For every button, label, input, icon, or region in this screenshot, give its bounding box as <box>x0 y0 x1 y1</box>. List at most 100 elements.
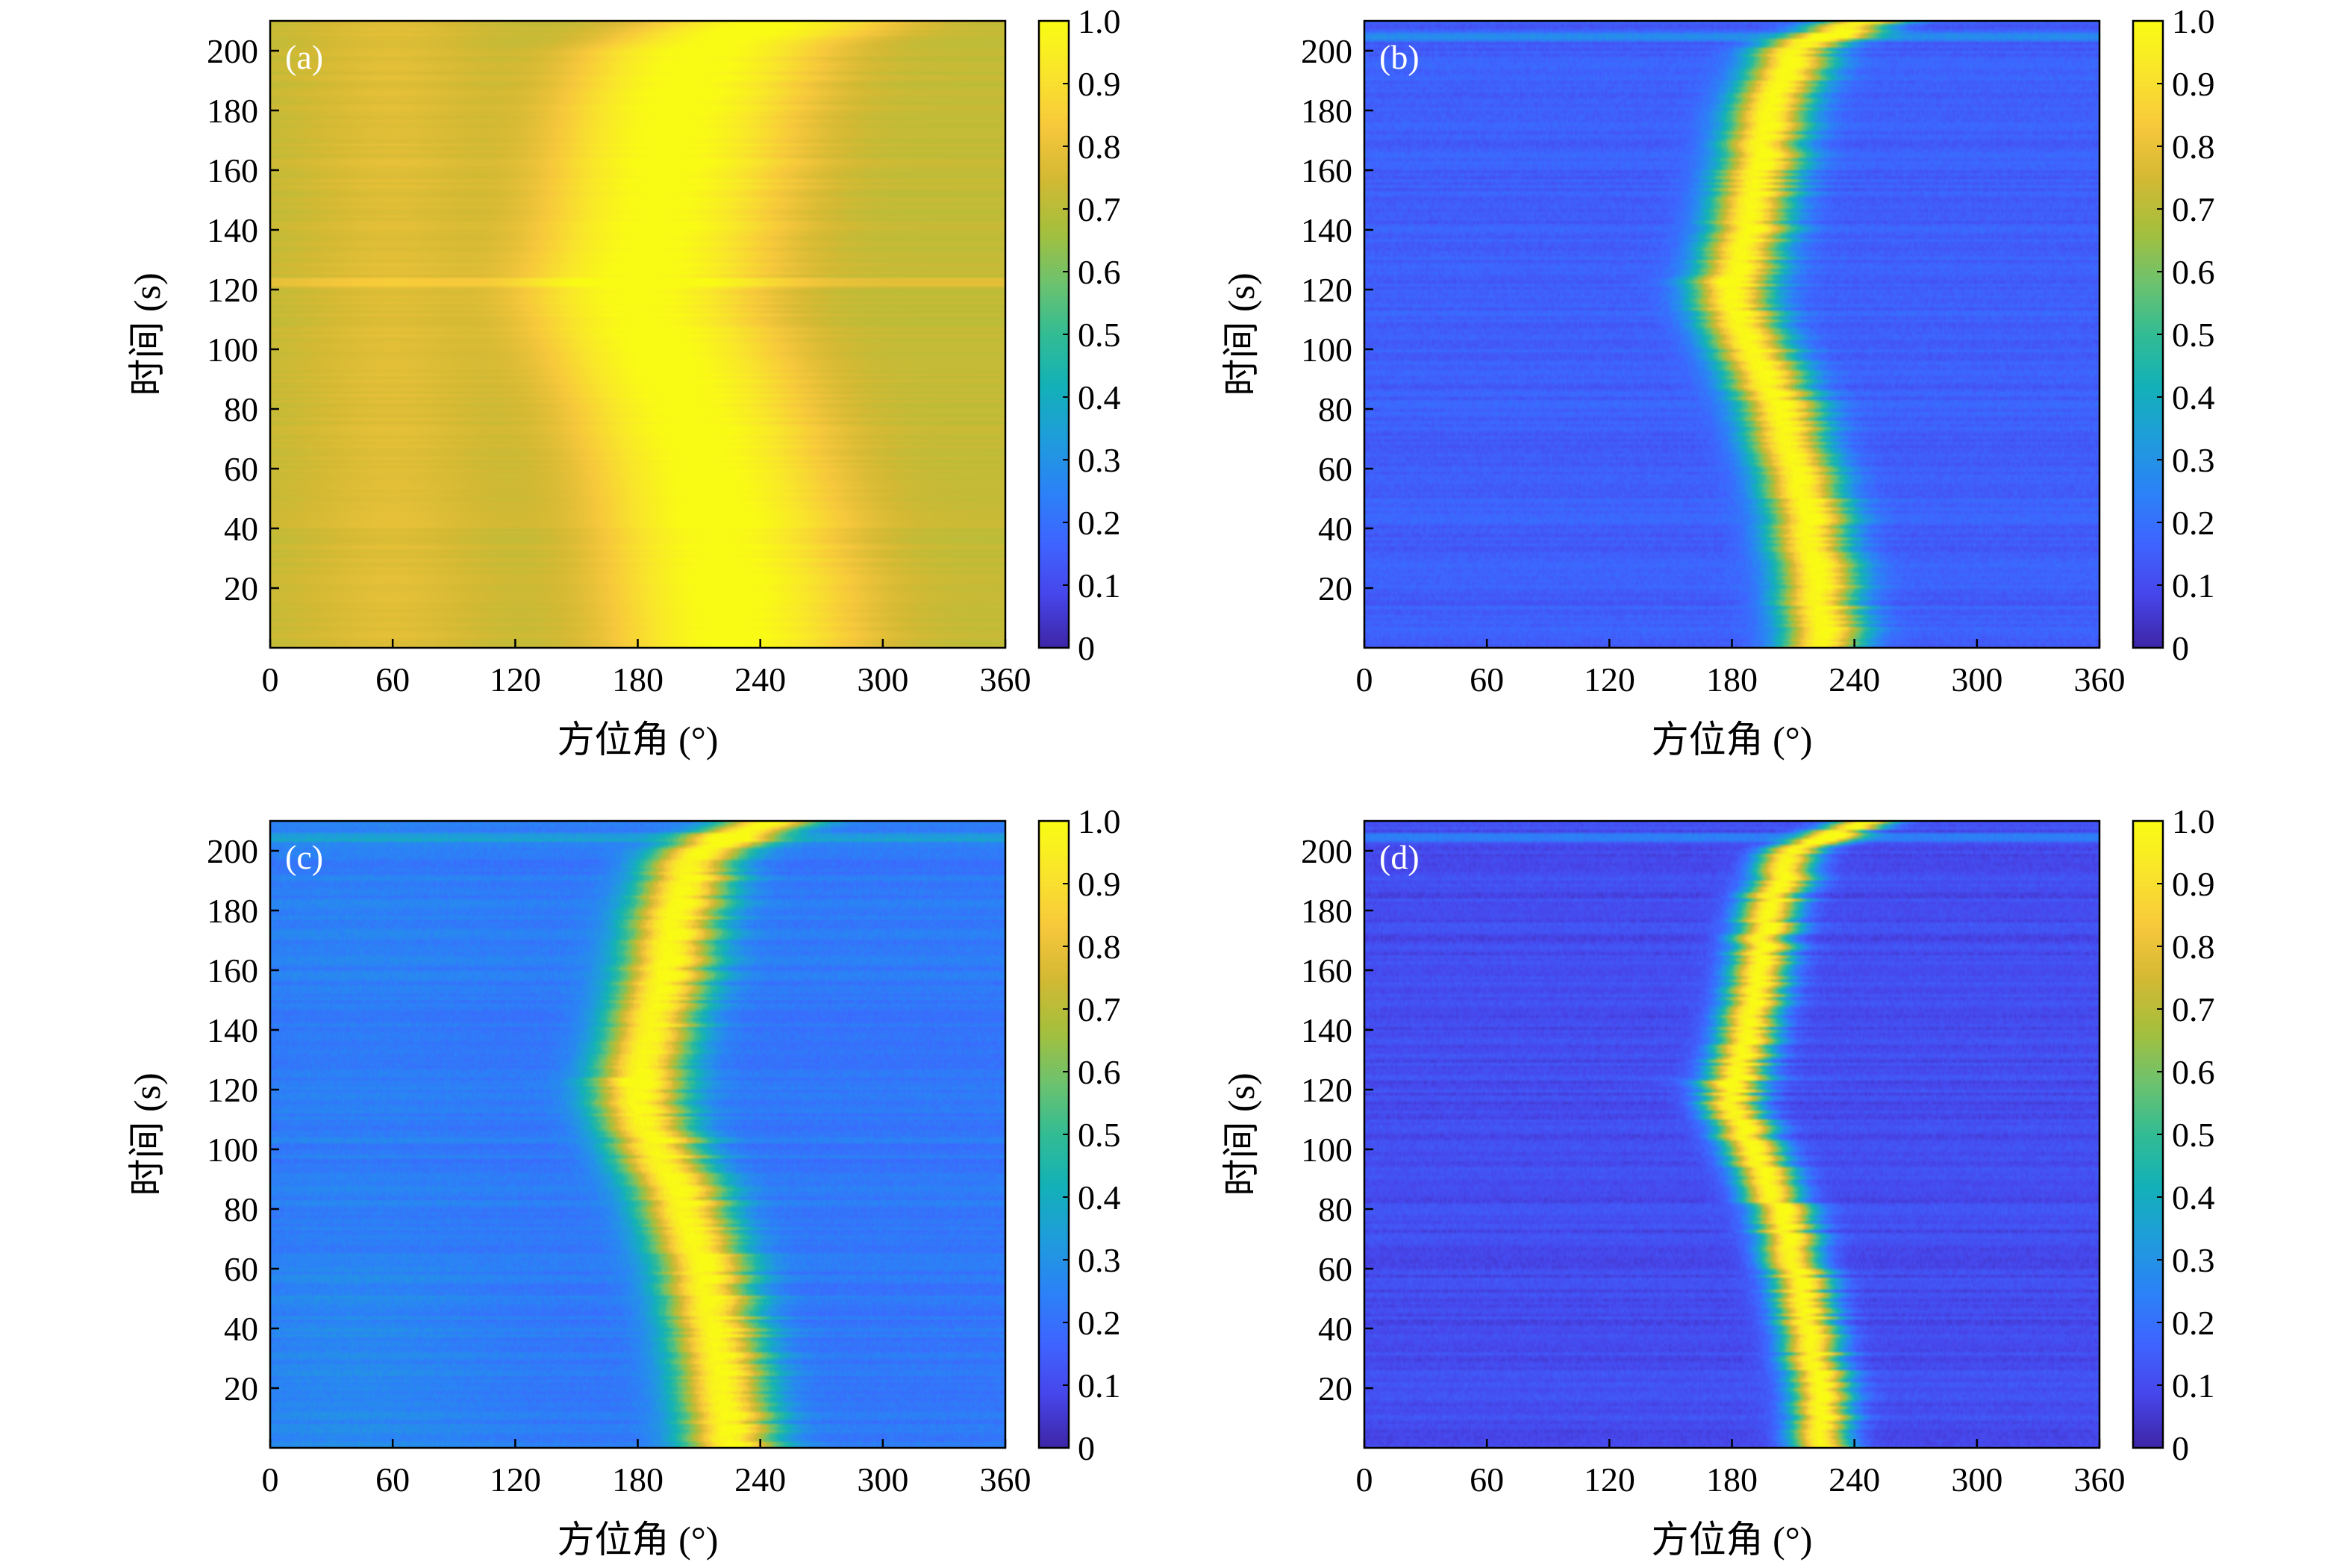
x-tick-label: 360 <box>980 660 1031 699</box>
y-axis-label: 时间 (s) <box>1220 272 1262 396</box>
y-tick-label: 180 <box>1301 92 1352 130</box>
x-tick-label: 180 <box>1706 660 1758 699</box>
colorbar-tick-label: 0.8 <box>2172 928 2215 966</box>
y-tick-label: 20 <box>1318 1369 1352 1408</box>
heatmap-panel-b: 0 60 120 180 240 300 360 20 40 60 80 100 120 140 160 18… <box>1220 2 2215 760</box>
y-tick-label: 100 <box>207 1131 258 1169</box>
x-tick-label: 60 <box>1470 660 1504 699</box>
colorbar-tick-label: 0.6 <box>1078 1053 1121 1091</box>
y-tick-label: 80 <box>1318 390 1352 428</box>
y-tick-label: 140 <box>207 211 258 249</box>
colorbar-tick-label: 0.9 <box>1078 65 1121 103</box>
y-tick-label: 200 <box>1301 832 1352 870</box>
colorbar-tick-label: 0.8 <box>1078 128 1121 166</box>
colorbar-tick-label: 0.5 <box>1078 316 1121 354</box>
x-tick-label: 180 <box>1706 1461 1758 1499</box>
y-axis-label: 时间 (s) <box>126 272 168 396</box>
colorbar-tick-label: 0.5 <box>2172 1116 2215 1154</box>
colorbar-tick-label: 0 <box>1078 1429 1095 1467</box>
y-tick-label: 140 <box>1301 1011 1352 1049</box>
colorbar-tick-label: 0 <box>2172 629 2189 667</box>
colorbar-tick-label: 0.6 <box>1078 253 1121 291</box>
colorbar-tick-label: 1.0 <box>1078 2 1121 40</box>
panel-label: (a) <box>285 38 323 76</box>
x-axis-label: 方位角 (°) <box>558 1519 719 1561</box>
colorbar-tick-label: 0.6 <box>2172 253 2215 291</box>
panel-label: (c) <box>285 838 323 876</box>
heatmap-image <box>1364 821 2099 1448</box>
colorbar-tick-label: 0.7 <box>2172 990 2215 1028</box>
y-tick-label: 120 <box>1301 1071 1352 1109</box>
y-tick-label: 200 <box>207 32 258 70</box>
x-tick-label: 360 <box>980 1461 1031 1499</box>
y-tick-label: 60 <box>1318 1250 1352 1288</box>
x-tick-label: 240 <box>734 660 786 699</box>
x-tick-label: 0 <box>262 1461 279 1499</box>
colorbar-tick-label: 0.7 <box>2172 190 2215 228</box>
colorbar-tick-label: 0.1 <box>1078 566 1121 605</box>
colorbar-tick-label: 0.4 <box>2172 378 2215 416</box>
y-tick-label: 140 <box>207 1011 258 1049</box>
x-tick-label: 0 <box>262 660 279 699</box>
heatmap-image <box>1364 21 2099 648</box>
x-tick-label: 180 <box>612 1461 664 1499</box>
x-tick-label: 300 <box>1951 1461 2002 1499</box>
colorbar-tick-label: 0 <box>2172 1429 2189 1467</box>
colorbar-tick-label: 1.0 <box>1078 802 1121 840</box>
x-axis-label: 方位角 (°) <box>558 719 719 760</box>
y-tick-label: 100 <box>1301 1131 1352 1169</box>
y-tick-label: 120 <box>207 1071 258 1109</box>
colorbar-tick-label: 1.0 <box>2172 2 2215 40</box>
colorbar-tick-label: 1.0 <box>2172 802 2215 840</box>
x-tick-label: 360 <box>2074 1461 2126 1499</box>
x-tick-label: 60 <box>375 1461 410 1499</box>
y-tick-label: 180 <box>207 92 258 130</box>
y-tick-label: 40 <box>1318 510 1352 548</box>
colorbar-tick-label: 0.3 <box>2172 441 2215 479</box>
heatmap-panel-d: 0 60 120 180 240 300 360 20 40 60 80 100 120 140 160 18… <box>1220 802 2215 1561</box>
x-tick-label: 0 <box>1356 1461 1373 1499</box>
y-tick-label: 160 <box>1301 152 1352 190</box>
colorbar-tick-label: 0.5 <box>2172 316 2215 354</box>
heatmap-panel-c: 0 60 120 180 240 300 360 20 40 60 80 100 120 140 160 18… <box>126 802 1121 1561</box>
colorbar-tick-label: 0.2 <box>2172 1304 2215 1342</box>
y-tick-label: 60 <box>224 450 258 488</box>
x-tick-label: 240 <box>734 1461 786 1499</box>
panel-label: (b) <box>1379 38 1420 76</box>
x-tick-label: 120 <box>1584 660 1635 699</box>
y-tick-label: 160 <box>207 952 258 990</box>
panel-label: (d) <box>1379 838 1420 876</box>
heatmap-image <box>270 21 1005 648</box>
y-tick-label: 20 <box>224 1369 258 1408</box>
y-tick-label: 180 <box>207 892 258 930</box>
colorbar-tick-label: 0.4 <box>2172 1178 2215 1216</box>
x-tick-label: 120 <box>490 660 541 699</box>
x-axis-label: 方位角 (°) <box>1652 1519 1813 1561</box>
y-tick-label: 200 <box>1301 32 1352 70</box>
x-tick-label: 180 <box>612 660 664 699</box>
colorbar-tick-label: 0.2 <box>1078 1304 1121 1342</box>
x-tick-label: 60 <box>1470 1461 1504 1499</box>
colorbar-tick-label: 0.9 <box>2172 65 2215 103</box>
y-tick-label: 80 <box>1318 1190 1352 1228</box>
x-tick-label: 60 <box>375 660 410 699</box>
x-axis-label: 方位角 (°) <box>1652 719 1813 760</box>
y-tick-label: 100 <box>207 331 258 369</box>
colorbar-tick-label: 0.3 <box>1078 441 1121 479</box>
x-tick-label: 0 <box>1356 660 1373 699</box>
x-tick-label: 360 <box>2074 660 2126 699</box>
x-tick-label: 120 <box>490 1461 541 1499</box>
y-axis-label: 时间 (s) <box>126 1072 168 1196</box>
y-tick-label: 40 <box>1318 1310 1352 1348</box>
colorbar-tick-label: 0.9 <box>1078 865 1121 903</box>
y-tick-label: 20 <box>1318 569 1352 607</box>
y-tick-label: 140 <box>1301 211 1352 249</box>
y-tick-label: 120 <box>1301 271 1352 309</box>
colorbar-tick-label: 0.3 <box>1078 1241 1121 1279</box>
colorbar-tick-label: 0.1 <box>1078 1366 1121 1405</box>
heatmap-image <box>270 821 1005 1448</box>
y-tick-label: 40 <box>224 1310 258 1348</box>
colorbar-tick-label: 0 <box>1078 629 1095 667</box>
colorbar-tick-label: 0.9 <box>2172 865 2215 903</box>
y-tick-label: 20 <box>224 569 258 607</box>
